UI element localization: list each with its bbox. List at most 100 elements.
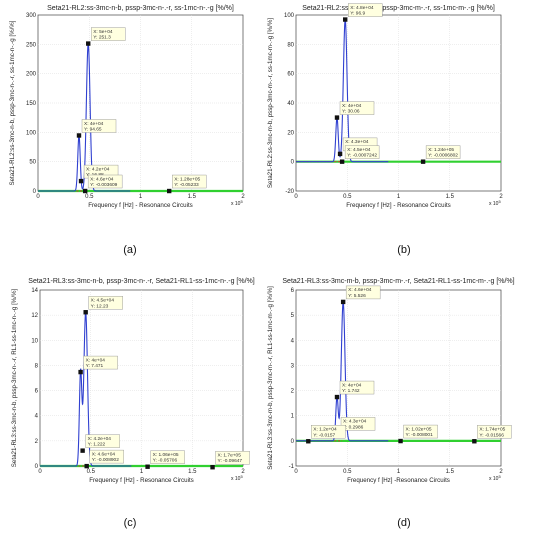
datatip-y-text: Y: -0.0007242 xyxy=(347,153,377,159)
x-tick-label: 1 xyxy=(140,469,144,475)
datatip-box xyxy=(150,450,185,464)
panel-caption: (d) xyxy=(397,517,410,529)
y-tick-label: 200 xyxy=(26,72,37,78)
x-tick-label: 2 xyxy=(241,194,245,200)
datatip-box xyxy=(348,3,383,17)
y-axis-label: Seta21-RL3:ss-3mc-m-b, pssp-3mc-m-.-r, R… xyxy=(267,286,274,470)
datatip: X: 1.02e+05Y: -0.008001 xyxy=(403,424,438,439)
y-tick-label: 3 xyxy=(291,363,295,369)
series-blue-line xyxy=(38,43,131,192)
datatip-y-text: Y: 12.23 xyxy=(91,303,109,309)
x-tick-label: 1.5 xyxy=(188,469,197,475)
y-tick-label: 4 xyxy=(291,338,295,344)
x-tick-label: 0.5 xyxy=(343,194,352,200)
datatip-x-text: X: 4.5e+04 xyxy=(347,147,371,153)
datatip-x-text: X: 1.24e+05 xyxy=(428,147,454,153)
datatip-x-text: X: 4.6e+04 xyxy=(348,287,372,293)
y-tick-label: 8 xyxy=(35,363,39,369)
x-axis-label: Frequency f [Hz] -Resonance Circuits xyxy=(347,477,450,484)
datatip-x-text: X: 4e+04 xyxy=(342,382,362,388)
x-exponent-label: x 105 xyxy=(489,199,501,207)
datatip: X: 4.3e+04Y: 0.2986 xyxy=(340,417,376,431)
x-exponent-label: x 105 xyxy=(489,474,501,482)
y-tick-label: 20 xyxy=(287,130,294,136)
y-tick-label: 4 xyxy=(35,414,39,420)
datatip: X: 4e+04Y: 94.65 xyxy=(81,119,117,133)
x-exponent-label: x 105 xyxy=(231,474,243,482)
datatip-box xyxy=(344,145,380,159)
datatip-box xyxy=(311,425,346,439)
datatip: X: 4e+04Y: 7.471 xyxy=(83,355,118,370)
datatip-x-text: X: 4e+04 xyxy=(342,103,362,109)
datatip: X: 4.6e+04Y: -0.008902 xyxy=(89,449,124,464)
datatip-box xyxy=(85,434,120,448)
datatip-x-text: X: 1.74e+05 xyxy=(479,427,505,433)
datatip-box xyxy=(339,101,375,115)
data-marker xyxy=(83,310,88,315)
y-tick-label: 1 xyxy=(291,414,295,420)
datatip-y-text: Y: -0.0006802 xyxy=(428,153,458,159)
x-tick-label: 0.5 xyxy=(87,469,96,475)
datatip-y-text: Y: -0.003609 xyxy=(90,182,118,188)
datatip-box xyxy=(88,296,123,310)
datatip-y-text: Y: -0.05706 xyxy=(153,458,178,464)
datatip-box xyxy=(91,27,126,41)
datatip: X: 1.24e+05Y: -0.0006802 xyxy=(425,145,461,159)
y-tick-label: 6 xyxy=(291,288,295,294)
datatip: X: 4e+04Y: 1.742 xyxy=(339,380,375,395)
datatip-y-text: Y: 1.222 xyxy=(88,442,106,448)
y-tick-label: 100 xyxy=(284,13,295,19)
datatip-y-text: Y: -0.01566 xyxy=(479,432,504,438)
datatip-box xyxy=(89,449,124,464)
datatip: X: 5e+04Y: 251.3 xyxy=(91,27,126,41)
datatip-y-text: Y: 7.471 xyxy=(86,363,104,369)
datatip-x-text: X: 4.3e+04 xyxy=(343,419,367,425)
y-axis-label: Seta21-RL2:ss-3mc-m-b, pssp-3mc-m-.-r, s… xyxy=(267,18,274,188)
y-tick-label: 14 xyxy=(31,288,38,294)
y-tick-label: 2 xyxy=(291,389,295,395)
y-tick-label: 60 xyxy=(287,72,294,78)
datatip: X: 4.6e+04Y: 5.526 xyxy=(345,285,381,300)
x-tick-label: 2 xyxy=(499,469,503,475)
datatip-box xyxy=(425,145,461,159)
y-tick-label: 80 xyxy=(287,42,294,48)
y-tick-label: 100 xyxy=(26,130,37,136)
datatip-x-text: X: 4.8e+04 xyxy=(350,5,374,11)
chart-panel-3: Seta21-RL3:ss-3mc-n-b, pssp-3mc-n-.-r, S… xyxy=(11,278,255,529)
x-axis-label: Frequency f [Hz] - Resonance Circuits xyxy=(346,202,451,209)
datatip-y-text: Y: 96.9 xyxy=(350,11,365,17)
datatip-x-text: X: 5e+04 xyxy=(93,29,113,35)
chart-panel-2: Seta21-RL2:ss-3mc-m-b, pssp-3mc-m-.-r, s… xyxy=(267,3,503,256)
datatip: X: 4.6e+04Y: -0.003609 xyxy=(87,174,123,189)
y-tick-label: 300 xyxy=(26,13,37,19)
datatip-box xyxy=(171,174,207,189)
data-marker xyxy=(339,159,345,164)
x-tick-label: 1.5 xyxy=(446,194,455,200)
datatip-x-text: X: 1.2e+04 xyxy=(313,427,337,433)
datatip-x-text: X: 1.7e+05 xyxy=(218,453,242,459)
datatip-x-text: X: 4.2e+04 xyxy=(88,436,112,442)
x-tick-label: 1.5 xyxy=(446,469,455,475)
y-tick-label: -20 xyxy=(285,189,294,195)
y-tick-label: 0 xyxy=(35,464,39,470)
chart-title: Seta21-RL2:ss-3mc-n-b, pssp-3mc-n-.-r, s… xyxy=(47,5,234,12)
data-marker xyxy=(334,115,340,120)
data-marker xyxy=(145,464,150,469)
y-tick-label: 12 xyxy=(31,313,38,319)
datatip: X: 4.5e+04Y: -0.0007242 xyxy=(344,145,380,159)
data-marker xyxy=(82,188,88,194)
datatip-box xyxy=(345,285,381,300)
x-tick-label: 1 xyxy=(397,469,401,475)
data-marker xyxy=(78,369,83,375)
data-marker xyxy=(86,41,91,46)
y-tick-label: 6 xyxy=(35,389,39,395)
x-tick-label: 2 xyxy=(499,194,503,200)
datatip-y-text: Y: -0.09647 xyxy=(218,458,243,464)
datatip-x-text: X: 1.02e+05 xyxy=(406,426,432,432)
chart-panel-4: Seta21-RL3:ss-3mc-m-b, pssp-3mc-m-.-r, S… xyxy=(267,278,515,529)
data-marker xyxy=(340,299,346,305)
data-marker xyxy=(334,394,340,400)
chart-title: Seta21-RL3:ss-3mc-m-b, pssp-3mc-m-.-r, S… xyxy=(282,278,514,285)
y-tick-label: 250 xyxy=(26,42,37,48)
